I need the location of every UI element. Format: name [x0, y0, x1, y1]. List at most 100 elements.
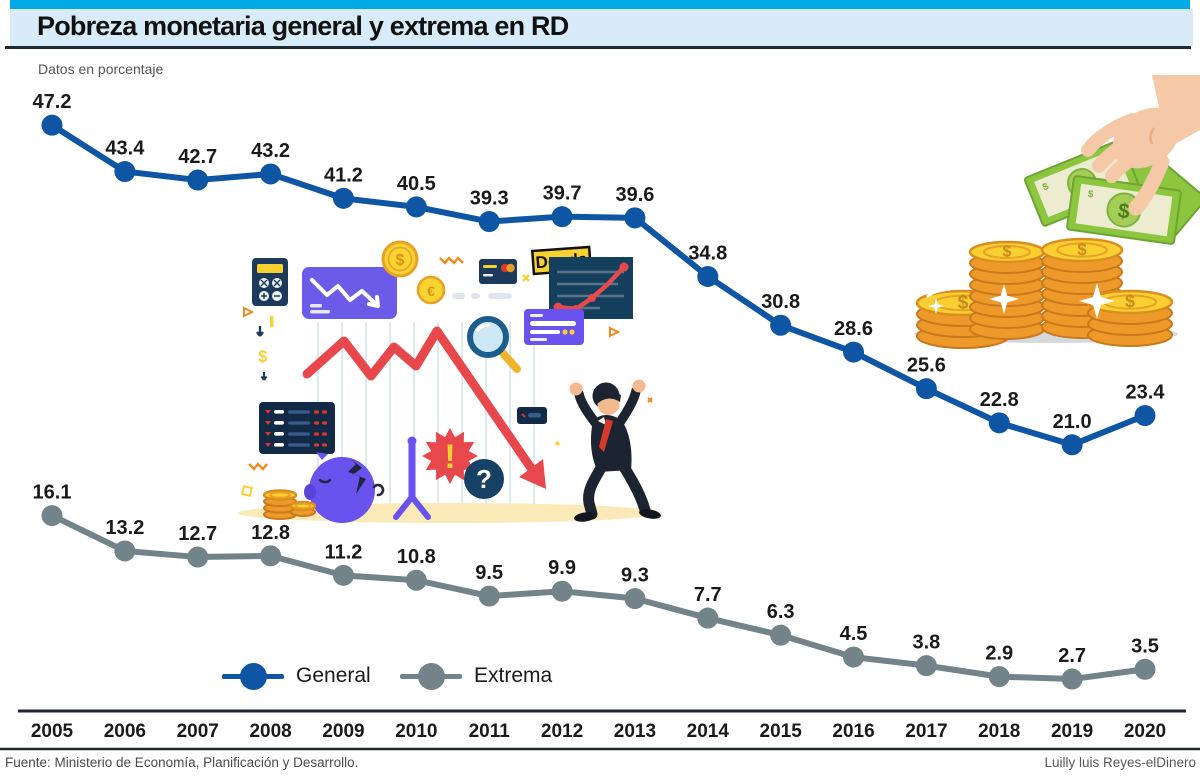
- page-title: Pobreza monetaria general y extrema en R…: [37, 11, 569, 41]
- data-label: 21.0: [1053, 411, 1092, 433]
- data-label: 40.5: [397, 173, 436, 195]
- data-point: [624, 207, 646, 229]
- footer-source: Fuente: Ministerio de Economía, Planific…: [5, 755, 359, 770]
- x-axis-label: 2008: [249, 721, 291, 742]
- svg-text:?: ?: [476, 464, 492, 494]
- data-label: 9.5: [475, 562, 503, 584]
- x-axis-label: 2015: [760, 721, 803, 742]
- legend-label-general: General: [296, 664, 371, 687]
- data-point: [187, 546, 209, 568]
- data-point: [551, 580, 573, 602]
- data-point: [1134, 658, 1156, 680]
- footer-credit: Luilly luis Reyes-elDinero: [1044, 755, 1196, 770]
- data-label: 42.7: [178, 146, 217, 168]
- data-label: 13.2: [105, 517, 144, 539]
- x-axis-label: 2016: [832, 721, 874, 742]
- debt-chart-panel-icon: [549, 257, 633, 319]
- piggy-bank-icon: [304, 452, 385, 523]
- financial-crisis-illustration: $ € Deuda: [238, 240, 662, 523]
- data-label: 12.8: [251, 522, 290, 544]
- data-point: [260, 545, 282, 567]
- declining-chart-card-icon: [302, 267, 397, 319]
- line-chart: 2005 2006 2007 2008 2009 2010 2011 2012 2013 2014…: [0, 91, 1200, 751]
- x-axis-label: 2005: [31, 721, 74, 742]
- data-point: [332, 187, 354, 209]
- data-label: 34.8: [688, 242, 727, 264]
- data-label: 6.3: [767, 601, 795, 623]
- svg-text:$: $: [1125, 291, 1135, 311]
- chart-subtitle: Datos en porcentaje: [38, 61, 164, 77]
- svg-text:$: $: [396, 252, 405, 269]
- data-point: [1061, 668, 1083, 690]
- legend-item-general: General: [222, 661, 371, 691]
- data-point: [843, 341, 865, 363]
- data-point: [1134, 405, 1156, 427]
- data-point: [770, 624, 792, 646]
- data-label: 39.6: [615, 184, 654, 206]
- coin-stack-icon: [262, 489, 317, 520]
- legend-swatch-general: [222, 661, 284, 691]
- data-label: 10.8: [397, 546, 436, 568]
- data-label: 39.7: [543, 183, 582, 205]
- data-point: [114, 161, 136, 183]
- svg-text:$: $: [958, 292, 969, 313]
- data-label: 22.8: [980, 389, 1019, 411]
- svg-text:!: !: [444, 438, 455, 476]
- data-label: 43.4: [105, 138, 145, 160]
- data-point: [41, 114, 63, 136]
- euro-coin-icon: €: [416, 275, 446, 305]
- data-label: 25.6: [907, 355, 946, 377]
- data-label: 2.9: [985, 643, 1013, 665]
- data-label: 23.4: [1126, 382, 1166, 404]
- x-axis-label: 2006: [104, 721, 146, 742]
- x-axis-label: 2007: [177, 721, 219, 742]
- data-point: [332, 564, 354, 586]
- panicking-man-illustration: [569, 379, 661, 522]
- data-label: 11.2: [325, 541, 363, 563]
- data-label: 39.3: [470, 188, 509, 210]
- x-axis-label: 2011: [469, 721, 511, 742]
- svg-text:$: $: [1077, 240, 1087, 259]
- data-label: 28.6: [834, 318, 873, 340]
- data-point: [41, 505, 63, 527]
- legend-label-extrema: Extrema: [474, 664, 553, 687]
- svg-text:€: €: [427, 283, 435, 299]
- svg-text:$: $: [1116, 199, 1131, 223]
- small-panel-icon: [517, 407, 547, 424]
- data-label: 30.8: [761, 291, 800, 313]
- x-axis-label: 2019: [1051, 721, 1093, 742]
- data-point: [624, 588, 646, 610]
- data-point: [697, 265, 719, 287]
- crash-arrow-icon: [302, 326, 546, 489]
- data-point: [478, 585, 500, 607]
- credit-card-icon: [479, 259, 517, 284]
- receipt-card-icon: [524, 309, 584, 345]
- top-accent-bar: [10, 0, 1190, 9]
- money-illustration: $ $ $ $ $ $ $ $: [914, 75, 1200, 349]
- title-underline: [5, 46, 1191, 49]
- svg-text:$: $: [258, 347, 268, 366]
- data-label: 9.9: [548, 557, 576, 579]
- data-point: [915, 655, 937, 677]
- x-axis-label: 2018: [978, 721, 1020, 742]
- data-label: 4.5: [840, 623, 868, 645]
- data-point: [770, 314, 792, 336]
- series-extrema: 16.1 13.2 12.7 12.8 11.2 10.8 9.5 9.9 9.3 7.7 6.3 4…: [33, 482, 1159, 690]
- data-point: [915, 378, 937, 400]
- svg-text:$: $: [1003, 244, 1012, 261]
- magnifier-icon: [467, 316, 521, 373]
- sparkle-decorations: [926, 283, 1115, 319]
- series-general: 47.2 43.4 42.7 43.2 41.2 40.5 39.3 39.7 39.6 34.8…: [33, 91, 1166, 456]
- svg-text:$: $: [1041, 181, 1051, 193]
- data-label: 41.2: [324, 164, 363, 186]
- calculator-icon: [252, 258, 288, 306]
- data-point: [1061, 434, 1083, 456]
- x-axis-label: 2012: [541, 721, 583, 742]
- squiggle-decoration: [439, 256, 464, 265]
- data-point: [988, 412, 1010, 434]
- dashes-decoration: [452, 293, 512, 299]
- legend-item-extrema: Extrema: [400, 661, 552, 691]
- confetti-decorations: $: [240, 274, 653, 498]
- data-point: [697, 607, 719, 629]
- data-point: [988, 666, 1010, 688]
